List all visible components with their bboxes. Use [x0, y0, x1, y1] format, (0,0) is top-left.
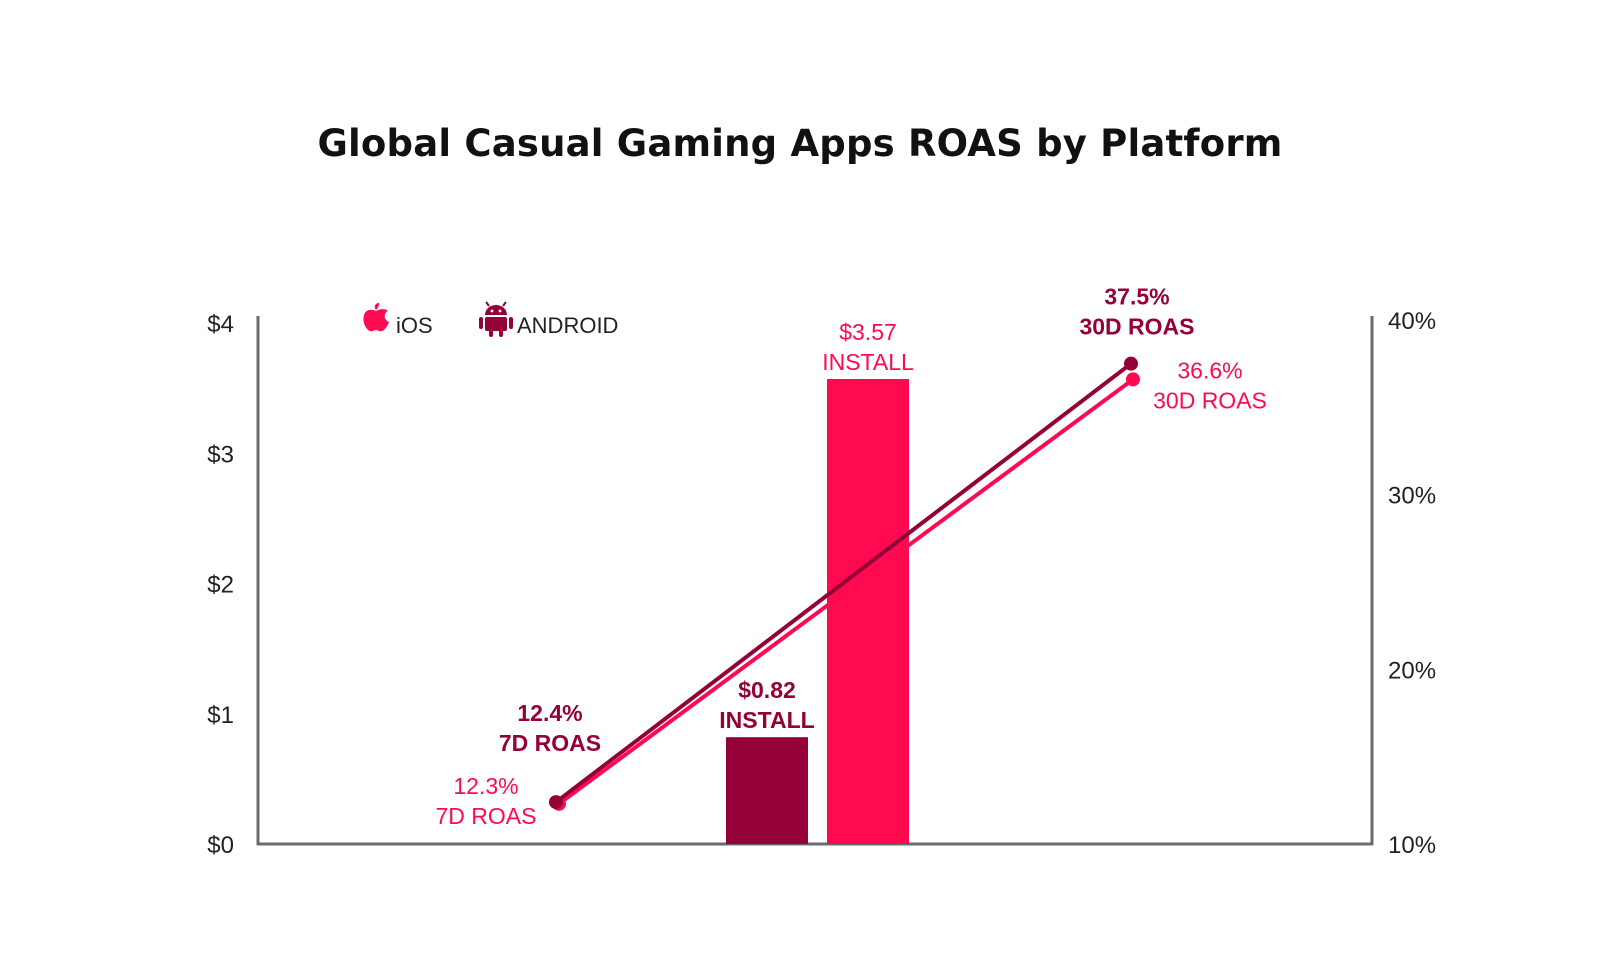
legend-item-android[interactable]: ANDROID: [479, 301, 618, 338]
right-tick-label: 10%: [1388, 832, 1436, 859]
point-android: [549, 795, 563, 810]
legend-item-ios[interactable]: iOS: [363, 303, 433, 338]
point-category-label: 7D ROAS: [499, 730, 601, 756]
left-tick-label: $3: [207, 441, 234, 468]
left-tick-label: $1: [207, 702, 234, 729]
apple-icon: [363, 303, 389, 332]
line-ios: [557, 377, 1135, 806]
point-value-label: 36.6%: [1177, 357, 1242, 383]
right-tick-label: 40%: [1388, 308, 1436, 335]
point-value-label: 12.3%: [453, 773, 518, 799]
bar-category-label: INSTALL: [719, 707, 814, 733]
bar-value-label: $0.82: [738, 677, 796, 703]
right-tick-label: 30%: [1388, 483, 1436, 510]
left-tick-label: $2: [207, 572, 234, 599]
bars: [726, 379, 909, 844]
point-value-label: 37.5%: [1104, 284, 1169, 310]
legend-label-android: ANDROID: [517, 313, 618, 338]
bar-category-label: INSTALL: [822, 349, 914, 375]
bar-value-label: $3.57: [839, 319, 897, 345]
legend-label-ios: iOS: [396, 313, 433, 338]
bar-android: [726, 737, 808, 844]
legend: iOS ANDROID: [363, 301, 618, 338]
point-value-label: 12.4%: [517, 700, 582, 726]
point-ios: [1126, 372, 1140, 387]
point-android: [1124, 356, 1138, 371]
data-labels: $0.82 INSTALL $3.57 INSTALL 12.3% 7D ROAS 36.6…: [436, 284, 1267, 829]
left-tick-label: $4: [207, 311, 234, 338]
point-category-label: 30D ROAS: [1153, 387, 1267, 413]
android-icon: [479, 301, 513, 337]
right-tick-label: 20%: [1388, 657, 1436, 684]
point-category-label: 7D ROAS: [436, 803, 537, 829]
lines: [549, 356, 1140, 811]
line-android: [554, 362, 1133, 804]
left-tick-label: $0: [207, 832, 234, 859]
chart-title: Global Casual Gaming Apps ROAS by Platfo…: [317, 122, 1283, 165]
point-category-label: 30D ROAS: [1079, 314, 1194, 340]
axes: $0 $1 $2 $3 $4 10% 20% 30% 40%: [207, 308, 1436, 859]
bar-ios: [827, 379, 909, 844]
